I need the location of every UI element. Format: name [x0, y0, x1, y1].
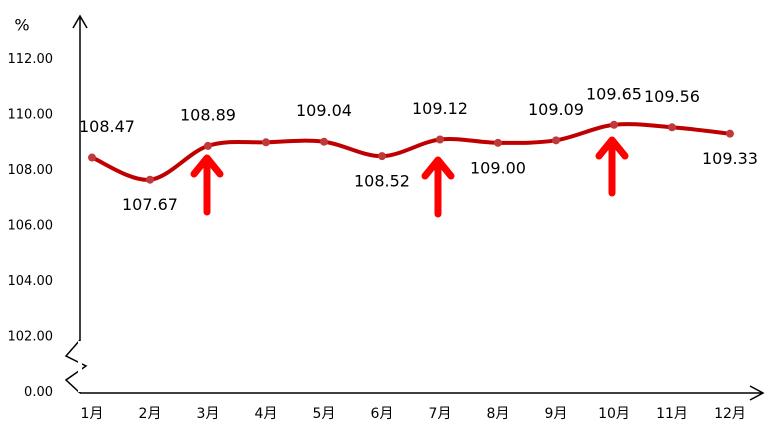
up-arrow — [595, 136, 629, 197]
marker — [610, 120, 618, 129]
data-label: 109.00 — [470, 158, 526, 177]
plot: 0.00 102.00 104.00 106.00 108.00 110.00 112.00… — [8, 52, 758, 422]
x-tick-label: 12月 — [714, 406, 746, 422]
x-axis — [80, 385, 765, 401]
y-tick-label: 110.00 — [8, 108, 54, 123]
x-tick-label: 8月 — [487, 406, 510, 422]
x-tick-label: 3月 — [197, 406, 220, 422]
y-tick-label: 106.00 — [8, 219, 54, 234]
x-tick-label: 9月 — [545, 406, 568, 422]
y-tick-label: 108.00 — [8, 163, 54, 178]
marker — [146, 175, 154, 184]
x-tick-label: 7月 — [429, 406, 452, 422]
data-label: 108.89 — [180, 105, 236, 124]
x-tick-label: 2月 — [139, 406, 162, 422]
marker — [726, 129, 734, 138]
marker — [668, 123, 676, 132]
y-tick-label: 104.00 — [8, 274, 54, 289]
axis-break-gap — [78, 341, 82, 392]
arrows — [190, 136, 629, 218]
marker — [88, 153, 96, 162]
y-tick-label: 112.00 — [8, 52, 54, 67]
up-arrow — [190, 154, 224, 216]
x-tick-label: 6月 — [371, 406, 394, 422]
marker — [320, 137, 328, 146]
data-label: 109.04 — [296, 101, 352, 120]
data-label: 108.47 — [79, 117, 135, 136]
up-arrow — [421, 156, 455, 218]
x-tick-label: 5月 — [313, 406, 336, 422]
marker — [378, 152, 386, 161]
x-tick-label: 10月 — [598, 406, 630, 422]
x-tick-label: 11月 — [656, 406, 688, 422]
marker — [552, 136, 560, 145]
y-tick-label: 102.00 — [8, 330, 54, 345]
marker — [262, 138, 270, 147]
data-label: 107.67 — [122, 195, 178, 214]
series-line — [91, 122, 731, 182]
marker — [204, 141, 212, 150]
data-label: 109.12 — [412, 99, 468, 118]
x-tick-label: 1月 — [81, 406, 104, 422]
x-tick-label: 4月 — [255, 406, 278, 422]
y-tick-label: 0.00 — [24, 385, 53, 400]
data-label: 108.52 — [354, 172, 410, 191]
marker — [494, 138, 502, 147]
y-axis — [72, 14, 88, 393]
data-label: 109.09 — [528, 100, 584, 119]
data-label: 109.33 — [702, 149, 758, 168]
axis-break — [64, 339, 88, 394]
marker — [436, 135, 444, 144]
y-unit: % — [14, 16, 29, 35]
data-label: 109.65 — [586, 84, 642, 103]
data-label: 109.56 — [644, 87, 700, 106]
